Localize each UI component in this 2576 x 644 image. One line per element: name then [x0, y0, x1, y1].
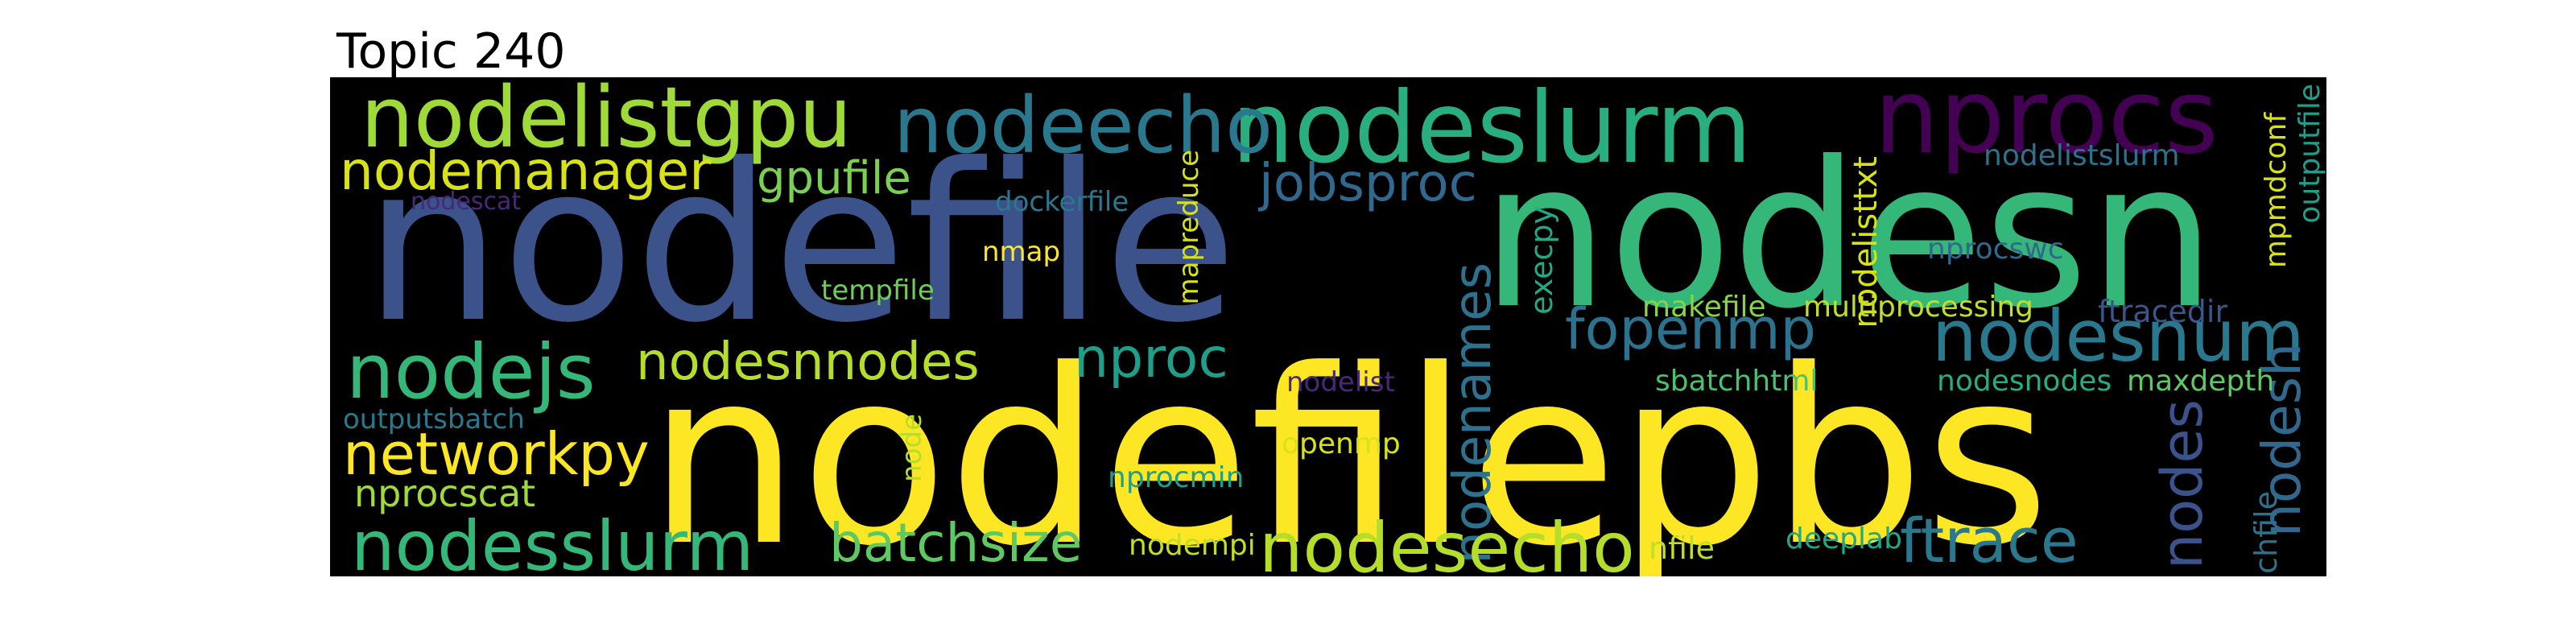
cloud-word-ftracedir: ftracedir — [2098, 294, 2228, 329]
cloud-word-nodejs: nodejs — [346, 328, 596, 416]
word-cloud: nodefilepbs nodefile nodesn nodeslurm nprocs… — [330, 77, 2326, 576]
cloud-word-nprocscat: nprocscat — [354, 472, 536, 515]
cloud-word-nmap: nmap — [982, 236, 1061, 268]
cloud-word-eachfile: eachfile — [2248, 491, 2284, 576]
cloud-word-nodeslurm: nodeslurm — [1232, 77, 1752, 185]
cloud-word-openmp: openmp — [1282, 427, 1401, 460]
cloud-word-nodelistslurm: nodelistslurm — [1984, 139, 2180, 172]
cloud-word-outputsbatch: outputsbatch — [343, 403, 525, 436]
cloud-word-gpufile: gpufile — [757, 152, 911, 204]
cloud-word-maxdepth: maxdepth — [2127, 365, 2275, 398]
cloud-word-ftrace: ftrace — [1900, 505, 2079, 576]
cloud-word-multiprocessing: multiprocessing — [1803, 291, 2034, 324]
cloud-word-outputfile: outputfile — [2293, 84, 2326, 224]
cloud-word-makefile: makefile — [1642, 291, 1766, 324]
cloud-word-tempfile: tempfile — [821, 275, 935, 307]
cloud-word-dockerfile: dockerfile — [995, 186, 1129, 218]
cloud-word-sbatchhtml: sbatchhtml — [1655, 365, 1818, 398]
cloud-word-nodesn: nodesn — [1481, 118, 2216, 353]
cloud-word-networkpy: networkpy — [343, 420, 650, 488]
cloud-word-nproc: nproc — [1074, 327, 1228, 390]
cloud-word-nprocs: nprocs — [1874, 77, 2219, 177]
cloud-word-nodesslurm: nodesslurm — [351, 506, 754, 576]
cloud-word-fopenmp: fopenmp — [1565, 296, 1816, 362]
chart-title: Topic 240 — [336, 23, 566, 80]
cloud-word-nodesnodes: nodesnodes — [1937, 365, 2112, 398]
cloud-word-nodempi: nodempi — [1129, 529, 1256, 562]
cloud-word-nfile: nfile — [1649, 530, 1715, 566]
cloud-word-execpy: execpy — [1524, 206, 1559, 315]
cloud-word-node: node — [896, 414, 928, 482]
cloud-word-nprocmin: nprocmin — [1108, 461, 1245, 494]
cloud-word-nodefile: nodefile — [364, 117, 1238, 370]
cloud-word-mapreduce: mapreduce — [1173, 150, 1205, 305]
cloud-word-nodes: nodes — [2149, 399, 2215, 570]
cloud-word-nodesnum: nodesnum — [1932, 295, 2305, 378]
cloud-word-nodemanager: nodemanager — [340, 140, 712, 202]
cloud-word-mpmdconf: mpmdconf — [2260, 113, 2293, 269]
cloud-word-jobsproc: jobsproc — [1259, 154, 1477, 213]
cloud-word-batchsize: batchsize — [829, 512, 1083, 574]
cloud-word-nodescat: nodescat — [411, 188, 522, 216]
cloud-word-nodefilepbs: nodefilepbs — [647, 318, 2050, 577]
cloud-word-nodesecho: nodesecho — [1259, 508, 1635, 576]
cloud-word-nodelist: nodelist — [1286, 366, 1395, 398]
cloud-word-deeplab: deeplab — [1785, 522, 1902, 555]
cloud-word-nodelistgpu: nodelistgpu — [361, 77, 852, 167]
cloud-word-nodeecho: nodeecho — [894, 80, 1273, 171]
cloud-word-nprocswc: nprocswc — [1927, 233, 2064, 266]
cloud-word-nodesnnodes: nodesnnodes — [636, 332, 980, 392]
